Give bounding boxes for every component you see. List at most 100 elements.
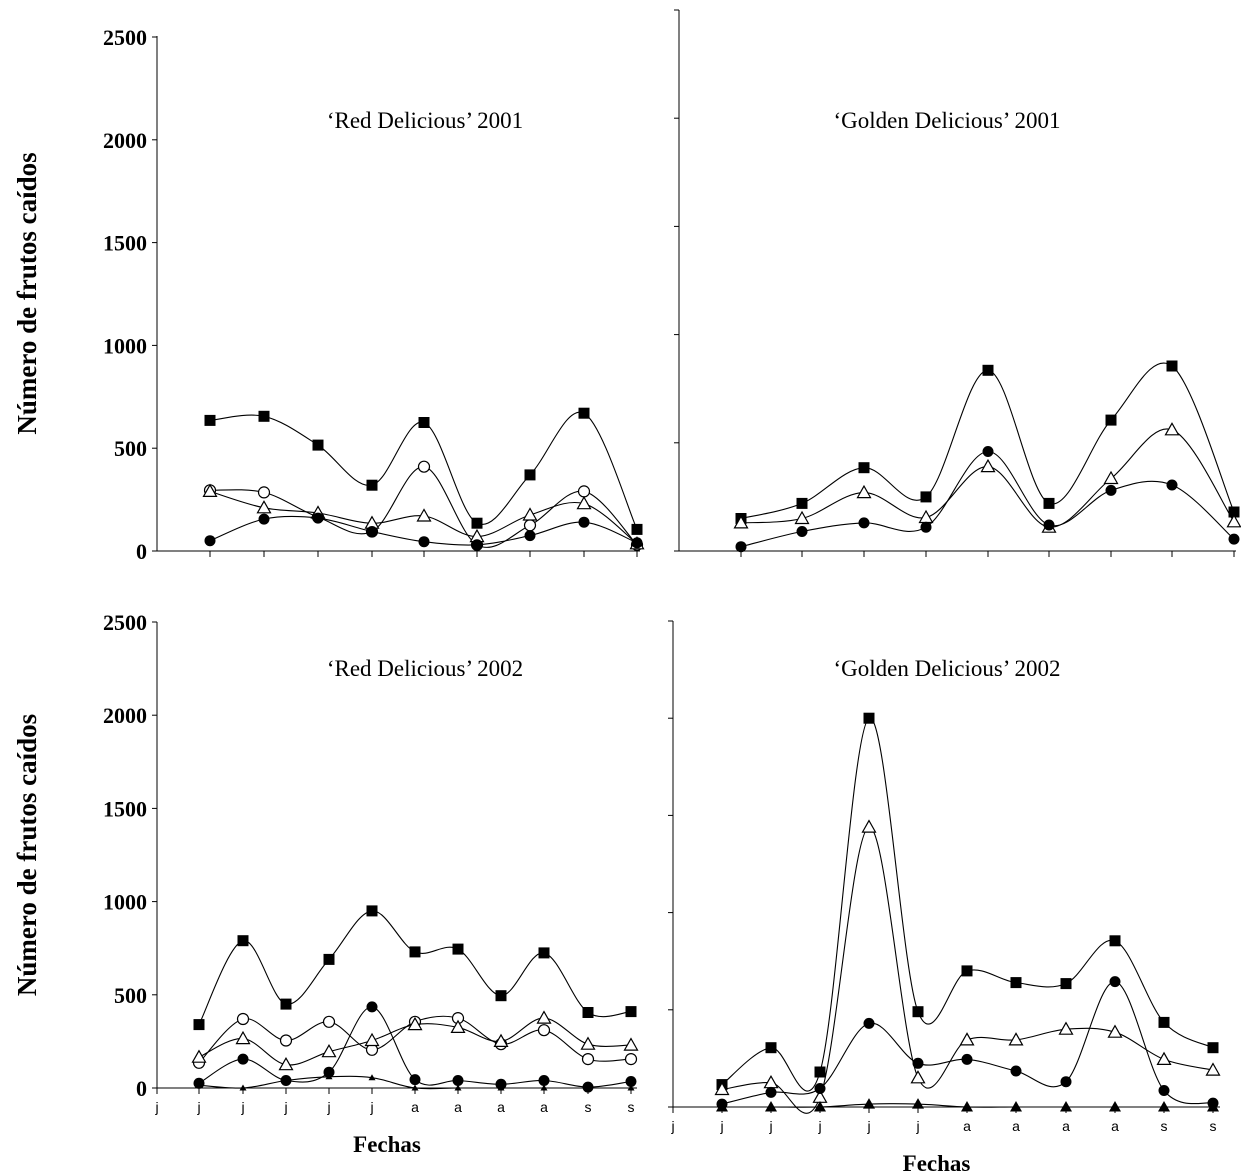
data-point [856, 484, 872, 499]
data-point [523, 519, 537, 532]
data-point [239, 1084, 247, 1091]
data-point [195, 1081, 203, 1088]
data-point [325, 1073, 333, 1080]
data-point [1060, 978, 1072, 990]
x-tick-label: j [915, 1118, 919, 1134]
data-point [407, 1016, 423, 1031]
data-point [716, 1101, 728, 1112]
series-3 [193, 1001, 637, 1093]
data-point [1060, 1101, 1072, 1112]
data-point [861, 819, 877, 833]
y-tick-label: 2500 [103, 25, 147, 50]
data-point [202, 483, 218, 497]
data-point [278, 1056, 294, 1071]
y-tick-label: 2500 [103, 610, 147, 635]
y-tick-label: 2000 [103, 128, 147, 153]
data-point [796, 526, 808, 537]
y-tick-label: 0 [136, 1076, 147, 1101]
y-tick-label: 1500 [103, 231, 147, 256]
y-tick-label: 1000 [103, 890, 147, 915]
data-point [1107, 1024, 1123, 1038]
series-3 [204, 512, 643, 551]
data-point [282, 1077, 290, 1083]
x-tick-label: j [283, 1099, 287, 1115]
chart-title: ‘Golden Delicious’ 2002 [834, 656, 1061, 681]
data-point [625, 1006, 637, 1018]
data-point [538, 947, 550, 959]
data-point [918, 509, 934, 524]
y-tick-label: 1500 [103, 796, 147, 821]
data-point [912, 1006, 924, 1018]
x-tick-label: a [540, 1099, 548, 1115]
data-point [858, 517, 870, 529]
data-point [522, 507, 538, 521]
data-point [912, 1098, 924, 1109]
data-point [1010, 1065, 1022, 1077]
data-point [366, 479, 378, 491]
y-tick-label: 0 [136, 539, 147, 564]
series-3 [716, 1098, 1219, 1112]
data-point [454, 1084, 462, 1091]
data-point [1109, 935, 1121, 947]
y-axis-label: Número de frutos caídos [12, 714, 42, 996]
series-0 [735, 360, 1240, 524]
x-tick-label: j [326, 1099, 330, 1115]
data-point [576, 495, 592, 510]
data-point [204, 414, 216, 426]
chart-title: ‘Golden Delicious’ 2001 [834, 108, 1061, 133]
data-point [982, 446, 994, 457]
data-point [1043, 497, 1055, 509]
data-point [323, 1066, 335, 1078]
data-point [204, 535, 216, 547]
data-point [714, 1081, 730, 1096]
data-point [735, 541, 747, 553]
data-point [536, 1010, 552, 1024]
data-point [765, 1042, 777, 1054]
data-point [471, 539, 483, 551]
data-point [450, 1019, 466, 1034]
series-line [209, 466, 638, 548]
data-point [920, 491, 932, 503]
data-point [366, 1001, 378, 1013]
x-tick-label: a [497, 1099, 505, 1115]
chart-panel-3: j j j j j j a a a a s s ‘Golden Delicious’ 2002 Fecha… [668, 620, 1221, 1175]
data-point [582, 1007, 594, 1018]
series-0 [204, 407, 643, 535]
data-point [1105, 414, 1117, 426]
data-point [323, 953, 335, 965]
x-tick-label: j [719, 1118, 723, 1134]
data-point [578, 407, 590, 419]
data-point [312, 439, 324, 451]
data-point [961, 1101, 973, 1112]
data-point [364, 1032, 380, 1047]
x-tick-label: a [454, 1099, 462, 1115]
data-point [409, 1074, 421, 1086]
data-point [631, 523, 643, 535]
data-point [912, 1057, 924, 1069]
series-line [198, 910, 632, 1025]
data-point [452, 943, 464, 955]
series-line [198, 1006, 632, 1088]
data-point [257, 486, 271, 499]
data-point [961, 965, 973, 977]
data-point [796, 497, 808, 509]
data-point [417, 460, 431, 473]
data-point [322, 1015, 336, 1028]
data-point [237, 1053, 249, 1065]
data-point [578, 516, 590, 528]
data-point [1158, 1085, 1170, 1096]
x-tick-label: s [585, 1099, 592, 1115]
data-point [959, 1032, 975, 1046]
data-point [624, 1052, 638, 1066]
data-point [1008, 1032, 1024, 1046]
data-point [961, 1053, 973, 1065]
data-point [980, 458, 996, 473]
x-axis-label: Fechas [353, 1132, 421, 1157]
x-tick-label: a [1111, 1118, 1119, 1134]
data-point [495, 1078, 507, 1090]
data-point [814, 1066, 826, 1078]
data-point [312, 512, 324, 524]
data-point [1207, 1101, 1219, 1112]
data-point [1060, 1076, 1072, 1088]
